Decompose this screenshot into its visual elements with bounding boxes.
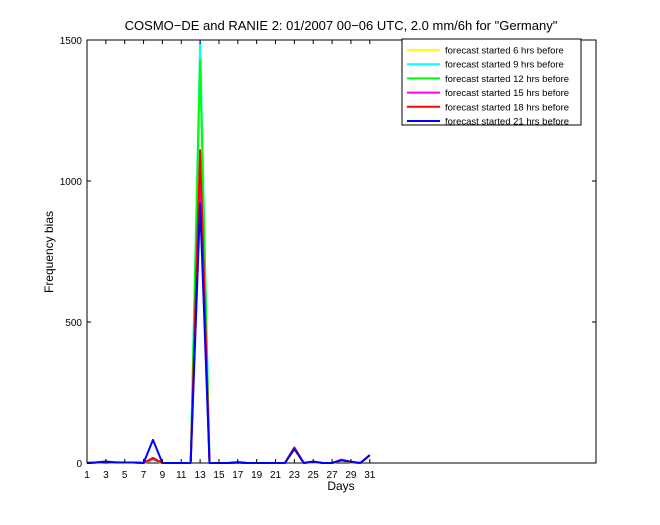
x-tick-label-4: 9 [160, 470, 166, 481]
x-tick-label-2: 5 [122, 470, 128, 481]
series-layer [86, 41, 371, 464]
x-axis-label: Days [327, 479, 354, 493]
y-tick-label-1: 500 [65, 318, 82, 329]
x-tick-label-10: 21 [270, 470, 282, 481]
x-tick-label-7: 15 [213, 470, 225, 481]
x-tick-label-3: 7 [141, 470, 147, 481]
legend-label-1: forecast started 9 hrs before [445, 60, 564, 71]
legend-label-4: forecast started 18 hrs before [445, 102, 569, 113]
x-tick-label-12: 25 [308, 470, 320, 481]
legend: forecast started 6 hrs before forecast st… [401, 38, 582, 128]
legend-label-5: forecast started 21 hrs before [445, 117, 569, 128]
x-tick-label-15: 31 [364, 470, 376, 481]
x-tick-label-9: 19 [251, 470, 263, 481]
x-tick-label-6: 13 [195, 470, 207, 481]
x-tick-label-8: 17 [232, 470, 244, 481]
legend-label-3: forecast started 15 hrs before [445, 88, 569, 99]
y-tick-label-0: 0 [76, 459, 82, 470]
x-tick-label-0: 1 [84, 470, 90, 481]
y-tick-label-2: 1000 [60, 177, 83, 188]
y-tick-label-3: 1500 [60, 36, 83, 47]
x-tick-label-1: 3 [103, 470, 109, 481]
x-tick-label-11: 23 [289, 470, 301, 481]
chart-title: COSMO−DE and RANIE 2: 01/2007 00−06 UTC,… [125, 18, 558, 33]
x-tick-label-5: 11 [176, 470, 187, 481]
legend-label-2: forecast started 12 hrs before [445, 74, 569, 85]
y-axis-label: Frequency bias [42, 211, 56, 293]
series-line-5 [86, 202, 371, 464]
legend-label-0: forecast started 6 hrs before [445, 46, 564, 57]
legend-box [401, 38, 582, 126]
x-tick-label-14: 29 [345, 470, 357, 481]
legend-items: forecast started 6 hrs before forecast st… [407, 46, 569, 128]
x-tick-label-13: 27 [327, 470, 339, 481]
